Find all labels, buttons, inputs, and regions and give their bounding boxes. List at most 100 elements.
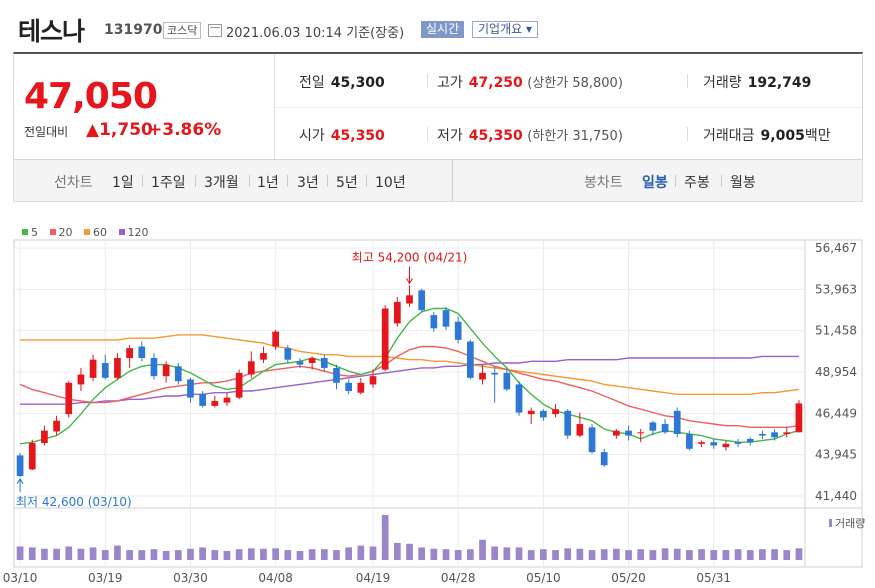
tab-separator — [366, 175, 367, 187]
high-arrowhead-icon — [406, 278, 413, 285]
candle-body — [114, 358, 121, 378]
volume-bar — [77, 548, 85, 560]
x-tick-label: 04/19 — [356, 571, 391, 585]
candle-body — [138, 346, 146, 359]
volume-bar — [540, 549, 547, 560]
candle-body — [625, 430, 632, 436]
volume-bar — [491, 546, 499, 560]
candle-body — [126, 348, 133, 359]
tab-3y[interactable]: 3년 — [297, 175, 319, 191]
candle-body — [771, 432, 778, 438]
volume-bar — [41, 548, 48, 560]
volume-bar — [710, 550, 718, 560]
tab-separator — [452, 160, 453, 201]
candle-body — [637, 432, 645, 434]
company-info-dropdown[interactable]: 기업개요 ▾ — [472, 21, 538, 38]
change-percent: +3.86% — [148, 120, 222, 140]
volume-bar — [114, 545, 121, 560]
tab-3m[interactable]: 3개월 — [204, 175, 239, 191]
x-tick-label: 05/10 — [526, 571, 561, 585]
candle-body — [746, 438, 754, 443]
candle-body — [491, 372, 499, 375]
divider — [687, 74, 688, 88]
candle-body — [503, 372, 511, 390]
volume-bar — [187, 548, 194, 560]
volume-bar — [138, 550, 146, 560]
candle-body — [406, 295, 413, 304]
stock-header: 테스나 131970 코스닥 2021.06.03 10:14 기준(장중) 실… — [0, 0, 875, 50]
volume-bar — [637, 549, 645, 560]
volume-bar — [296, 551, 304, 560]
volume-bar — [527, 550, 535, 560]
volume-bar — [345, 547, 353, 560]
x-tick-label: 04/28 — [441, 571, 476, 585]
y-tick-label: 51,458 — [815, 324, 857, 338]
volume-bar — [406, 543, 413, 560]
candle-body — [357, 382, 365, 393]
volume-bar — [101, 550, 109, 560]
volume-bar — [53, 548, 60, 560]
candle-body — [211, 400, 219, 406]
volume-bar — [162, 551, 170, 560]
volume-bar — [722, 550, 730, 560]
candle-body — [16, 455, 24, 477]
x-tick-label: 05/31 — [696, 571, 731, 585]
tab-5y[interactable]: 5년 — [336, 175, 358, 191]
legend-ma5: 5 — [22, 226, 38, 239]
candle-body — [564, 410, 572, 436]
tab-1y[interactable]: 1년 — [257, 175, 279, 191]
divider — [274, 54, 275, 159]
ma-legend: 5 20 60 120 — [22, 226, 157, 239]
volume-bar — [479, 539, 486, 560]
day-high: 고가 47,250 (상한가 58,800) — [437, 75, 623, 91]
candle-body — [284, 348, 292, 360]
legend-ma20: 20 — [49, 226, 73, 239]
x-tick-label: 03/19 — [88, 571, 123, 585]
prev-close: 전일 45,300 — [299, 75, 385, 91]
tab-monthly[interactable]: 월봉 — [730, 175, 756, 191]
volume-bar — [795, 548, 803, 560]
candle-body — [65, 382, 73, 415]
volume-bar — [320, 549, 328, 560]
tab-10y[interactable]: 10년 — [375, 175, 406, 191]
candle-body — [759, 433, 766, 436]
x-tick-label: 05/20 — [611, 571, 646, 585]
candle-body — [345, 382, 353, 392]
tab-1w[interactable]: 1주일 — [151, 175, 186, 191]
divider — [275, 107, 862, 108]
candle-body — [393, 301, 401, 324]
volume-bar — [357, 545, 365, 560]
volume-bar — [588, 550, 596, 560]
volume-bar — [625, 550, 632, 560]
candle-body — [613, 430, 620, 436]
realtime-button[interactable]: 실시간 — [421, 21, 465, 38]
x-tick-label: 03/30 — [173, 571, 208, 585]
candle-body — [369, 376, 377, 385]
volume-bar — [174, 550, 182, 560]
candle-body — [442, 310, 450, 327]
tab-daily[interactable]: 일봉 — [642, 175, 668, 191]
tab-weekly[interactable]: 주봉 — [684, 175, 710, 191]
tab-1d[interactable]: 1일 — [112, 175, 134, 191]
candle-body — [661, 424, 669, 433]
candle-body — [272, 331, 279, 347]
candle-body — [162, 364, 170, 377]
candle-body — [515, 384, 523, 413]
volume: 거래량 192,749 — [703, 75, 812, 91]
candle-body — [710, 442, 718, 446]
candle-body — [53, 420, 60, 432]
tab-separator — [142, 175, 143, 187]
volume-bar — [333, 550, 340, 560]
volume-bar — [247, 548, 255, 560]
volume-bar — [150, 549, 158, 560]
low-arrowhead-icon — [16, 477, 24, 485]
candle-body — [333, 367, 340, 383]
volume-bar — [199, 547, 206, 560]
candle-body — [101, 362, 109, 378]
candle-body — [734, 442, 742, 444]
high-annotation: 최고 54,200 (04/21) — [352, 250, 468, 264]
candle-body — [722, 443, 730, 448]
ma20-line — [19, 345, 799, 428]
line-chart-label: 선차트 — [54, 175, 93, 191]
